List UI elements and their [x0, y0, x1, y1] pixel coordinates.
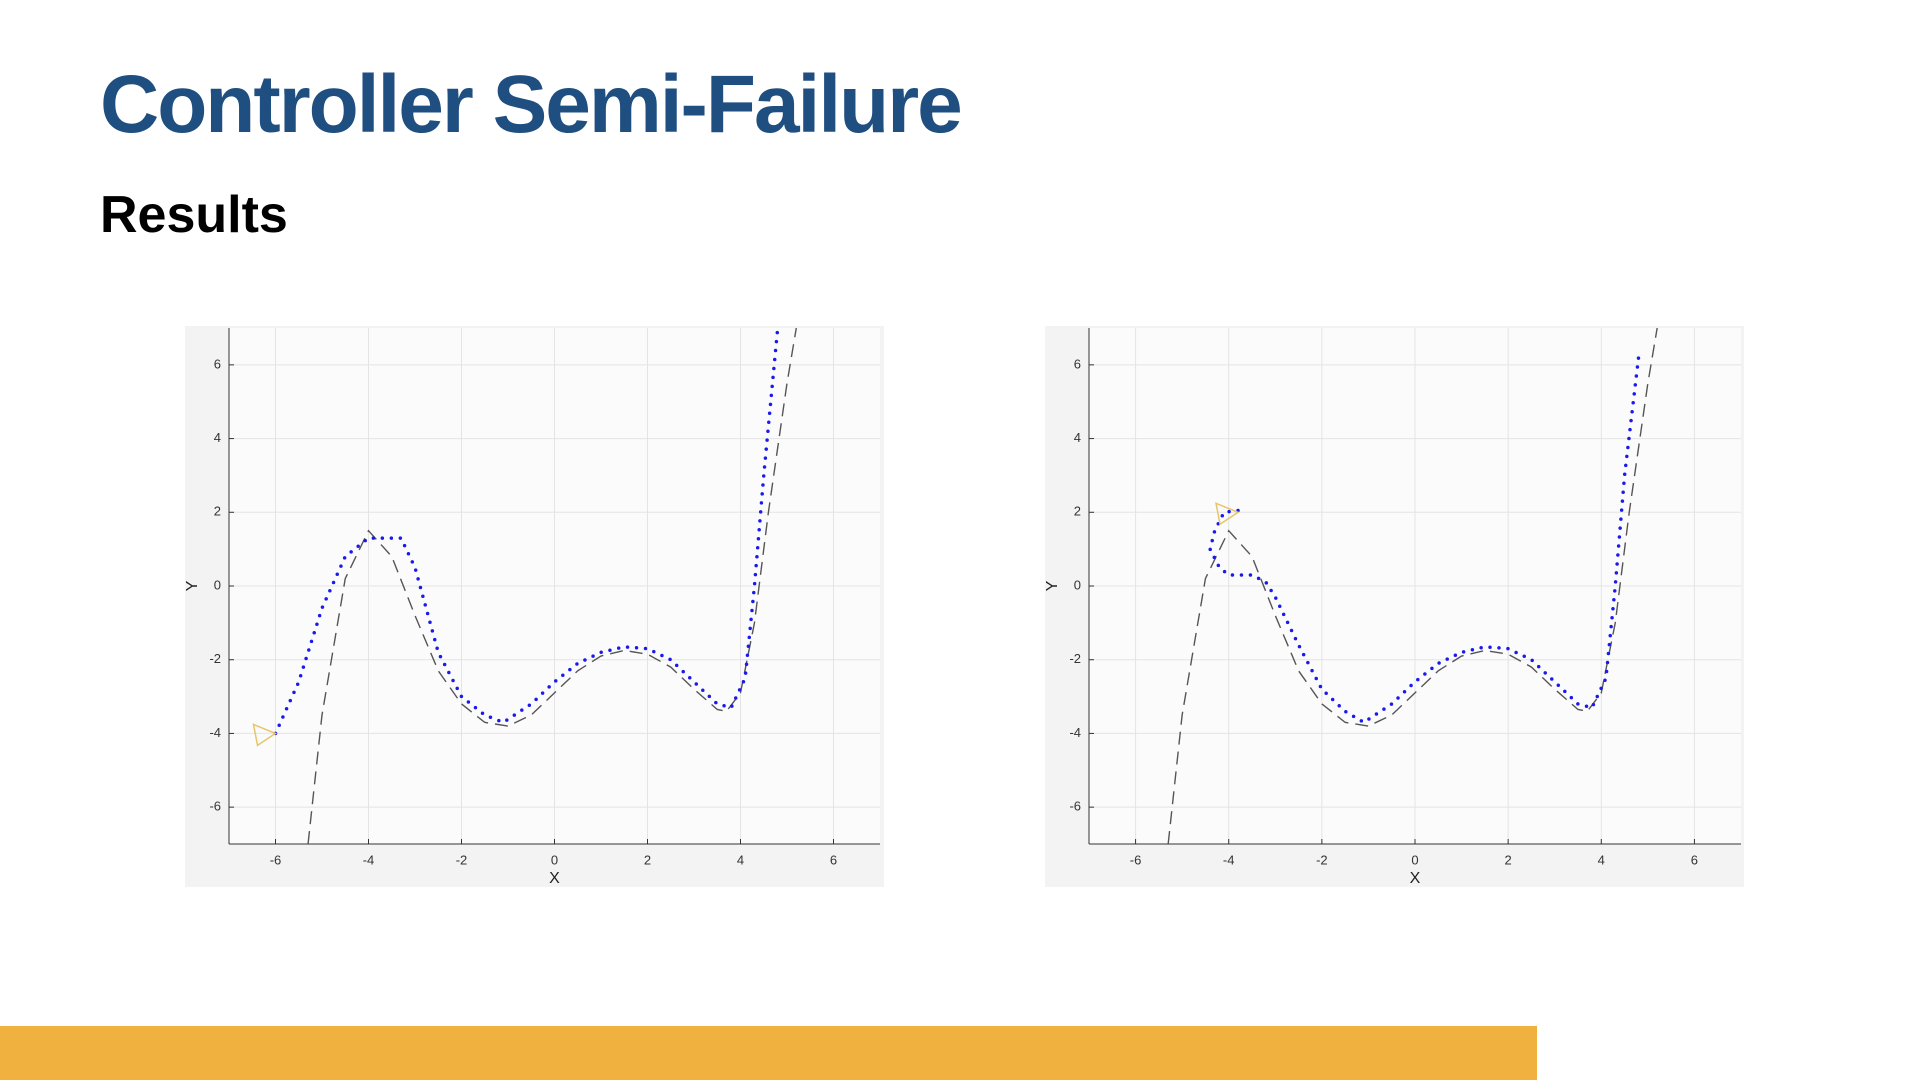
slide-title: Controller Semi-Failure — [100, 59, 961, 150]
plot-content — [252, 328, 797, 844]
x-axis-label: X — [549, 870, 560, 887]
chart: -6 -4 -2 0 2 4 6 -6 -4 -2 0 2 4 6 X Y — [1044, 326, 1744, 887]
x-tick-label: 6 — [830, 852, 837, 867]
x-tick-label: -2 — [456, 852, 468, 867]
y-tick-label: 4 — [1074, 430, 1081, 445]
x-tick-label: -4 — [1223, 852, 1235, 867]
y-axis-label: Y — [184, 580, 201, 591]
x-tick-label: -6 — [270, 852, 282, 867]
x-tick-label: 2 — [1505, 852, 1512, 867]
y-tick-label: 0 — [1074, 577, 1081, 592]
x-tick-label: 2 — [644, 852, 651, 867]
y-tick-label: -6 — [209, 799, 221, 814]
x-tick-label: -4 — [363, 852, 375, 867]
x-tick-label: 4 — [737, 852, 744, 867]
x-tick-label: 4 — [1598, 852, 1605, 867]
y-tick-label: 2 — [1074, 504, 1081, 519]
plot-content — [1167, 328, 1658, 844]
y-tick-label: 4 — [214, 430, 221, 445]
y-tick-label: 6 — [214, 356, 221, 371]
footer-bar — [0, 1026, 1537, 1080]
x-tick-label: -2 — [1316, 852, 1328, 867]
robot-marker — [1215, 502, 1240, 526]
robot-marker — [252, 723, 278, 747]
x-tick-label: 0 — [1411, 852, 1418, 867]
x-tick-label: -6 — [1130, 852, 1142, 867]
chart: -6 -4 -2 0 2 4 6 -6 -4 -2 0 2 4 6 X Y — [184, 326, 884, 887]
series-line — [307, 328, 797, 844]
series-line — [1167, 328, 1658, 844]
x-tick-label: 6 — [1691, 852, 1698, 867]
y-axis-label: Y — [1044, 580, 1061, 591]
y-tick-label: 0 — [214, 577, 221, 592]
slide-subtitle: Results — [100, 186, 288, 244]
y-tick-label: -6 — [1069, 799, 1081, 814]
y-tick-label: -2 — [209, 651, 221, 666]
y-tick-label: 2 — [214, 504, 221, 519]
series-line — [1208, 355, 1641, 725]
y-tick-label: -2 — [1069, 651, 1081, 666]
x-axis-label: X — [1410, 870, 1421, 887]
x-tick-label: 0 — [551, 852, 558, 867]
y-tick-label: 6 — [1074, 356, 1081, 371]
series-line — [273, 328, 780, 736]
y-tick-label: -4 — [209, 725, 221, 740]
y-tick-label: -4 — [1069, 725, 1081, 740]
